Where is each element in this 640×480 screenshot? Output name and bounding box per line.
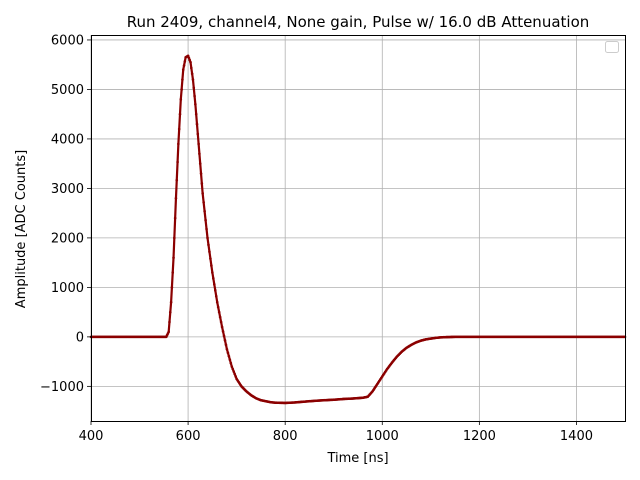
data-point — [173, 236, 176, 240]
chart-title: Run 2409, channel4, None gain, Pulse w/ … — [127, 13, 590, 31]
data-layer — [89, 54, 627, 405]
data-point — [180, 88, 183, 91]
data-point — [214, 294, 218, 298]
data-point — [209, 257, 212, 260]
data-point — [189, 60, 192, 64]
data-point — [215, 300, 219, 304]
data-point — [207, 243, 210, 247]
data-point — [213, 289, 217, 292]
data-point — [187, 56, 191, 60]
data-point — [208, 250, 211, 254]
data-point — [198, 162, 202, 165]
x-axis-label: Time [ns] — [326, 451, 388, 466]
data-point — [204, 218, 207, 222]
data-point — [181, 78, 184, 81]
data-point — [216, 305, 220, 309]
data-point — [168, 310, 172, 314]
data-point — [219, 320, 223, 324]
data-point — [172, 256, 175, 259]
data-point — [233, 372, 236, 376]
y-tick-label: 1000 — [51, 281, 84, 296]
data-point — [177, 127, 181, 131]
data-point — [224, 343, 228, 347]
y-tick-label: 3000 — [51, 182, 84, 197]
x-tick-label: 600 — [176, 429, 201, 444]
data-point — [194, 102, 197, 106]
data-point — [193, 94, 196, 98]
x-axis: 400 600 800 1000 1200 1400 — [79, 421, 593, 444]
data-point — [182, 64, 186, 67]
data-point — [226, 351, 230, 355]
data-point — [175, 178, 179, 182]
data-point — [234, 375, 237, 378]
data-point — [168, 320, 171, 324]
data-point — [206, 236, 209, 240]
y-tick-label: 0 — [76, 330, 84, 345]
data-point — [223, 339, 227, 342]
x-tick-label: 800 — [273, 429, 298, 444]
data-point — [194, 112, 198, 116]
data-point — [186, 54, 190, 58]
data-point — [205, 227, 208, 231]
plot-frame — [91, 35, 626, 422]
data-point — [227, 354, 231, 358]
data-point — [177, 142, 180, 146]
data-point — [211, 271, 214, 274]
y-tick-label: 5000 — [51, 83, 84, 98]
data-point — [192, 86, 196, 90]
data-point — [199, 172, 203, 175]
data-point — [174, 197, 178, 200]
data-point — [210, 264, 213, 267]
data-point — [228, 358, 232, 361]
x-tick-label: 1200 — [463, 429, 496, 444]
grid — [90, 35, 625, 421]
data-point — [212, 277, 215, 280]
data-point — [176, 160, 179, 164]
data-point — [197, 142, 200, 146]
data-point — [190, 72, 194, 76]
data-point — [196, 132, 200, 136]
data-point — [200, 182, 204, 185]
data-point — [202, 200, 205, 204]
data-point — [225, 347, 229, 351]
data-point — [179, 98, 183, 101]
data-point — [169, 300, 173, 304]
y-tick-label: 4000 — [51, 132, 84, 147]
y-axis-label: Amplitude [ADC Counts] — [14, 150, 29, 308]
y-tick-label: 6000 — [51, 33, 84, 48]
data-point — [222, 334, 226, 338]
data-point — [167, 330, 170, 334]
data-point — [191, 78, 195, 81]
data-point — [229, 361, 233, 365]
data-point — [230, 365, 234, 368]
data-point — [195, 122, 199, 126]
data-point — [181, 68, 185, 71]
data-point — [232, 370, 236, 373]
data-point — [213, 283, 216, 286]
data-point — [221, 330, 225, 333]
data-point — [198, 152, 201, 156]
x-tick-label: 1400 — [560, 429, 593, 444]
data-point — [173, 216, 177, 220]
data-point — [188, 58, 192, 62]
data-point — [178, 112, 182, 116]
x-tick-label: 1000 — [366, 429, 399, 444]
data-point — [203, 209, 206, 213]
data-point — [183, 60, 187, 63]
data-point — [201, 192, 204, 195]
y-tick-label: −1000 — [40, 380, 84, 395]
data-point — [190, 66, 193, 70]
y-tick-label: 2000 — [51, 231, 84, 246]
data-point — [218, 315, 222, 319]
data-point — [231, 367, 235, 371]
data-point — [170, 286, 174, 289]
data-point — [220, 325, 224, 329]
data-point — [171, 271, 175, 274]
data-point — [217, 310, 221, 314]
y-axis: −1000 0 1000 2000 3000 4000 5000 6000 — [40, 33, 91, 395]
x-tick-label: 400 — [79, 429, 104, 444]
legend-box — [605, 41, 619, 53]
